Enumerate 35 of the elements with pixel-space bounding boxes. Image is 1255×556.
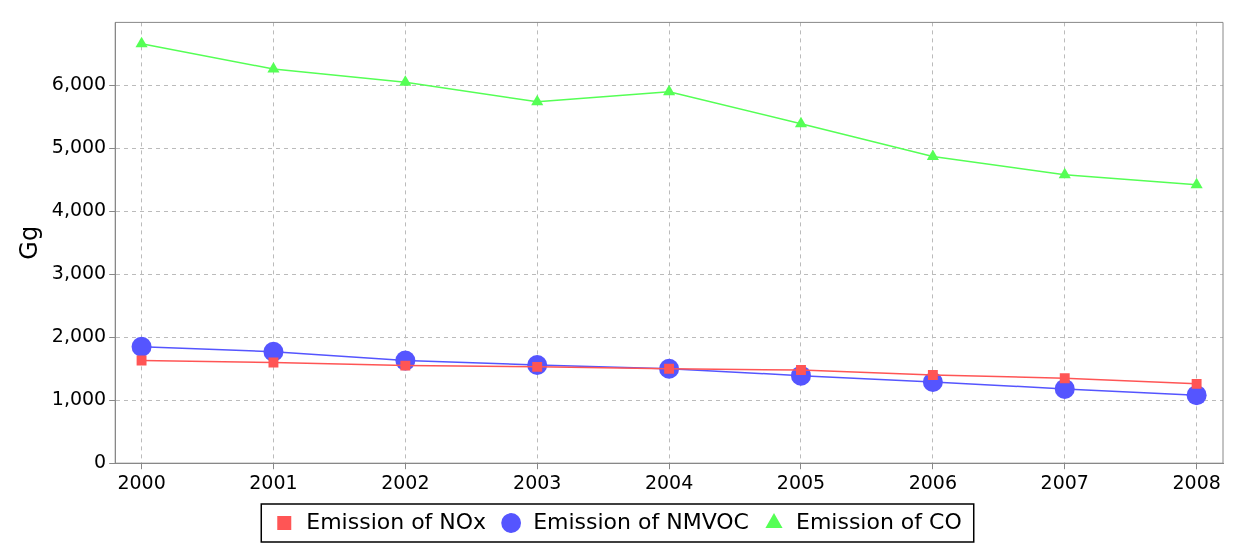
point [926,149,939,161]
x-tick-label: 2000 [117,470,166,493]
y-tick-label: 4,000 [51,198,107,221]
y-tick-label: 0 [94,450,107,473]
y-tick-label: 1,000 [51,387,107,410]
point [1191,378,1202,389]
y-tick-label: 3,000 [51,261,107,284]
point [1190,177,1203,189]
legend-label: Emission of CO [795,508,962,534]
y-tick-label: 6,000 [51,72,107,95]
point [796,365,806,375]
x-tick-label: 2003 [513,470,562,493]
point [135,36,148,48]
y-tick-label: 5,000 [51,135,107,158]
y-tick-label: 2,000 [51,324,107,347]
point [1059,373,1070,384]
x-tick-label: 2007 [1040,470,1089,493]
point [399,75,412,86]
legend-label: Emission of NOx [306,508,487,534]
x-tick-label: 2005 [776,470,826,493]
point [268,357,279,368]
legend-label: Emission of NMVOC [533,508,749,534]
x-tick-label: 2001 [249,470,298,493]
point [1058,167,1071,179]
x-tick-label: 2004 [644,470,694,493]
x-tick-label: 2008 [1172,470,1221,493]
point [794,116,808,128]
point [927,370,938,380]
point [131,336,152,357]
x-tick-label: 2006 [908,470,958,493]
point [136,355,147,366]
point [531,94,544,106]
x-tick-label: 2002 [381,470,430,493]
y-axis-title: Gg [14,225,43,260]
point [663,84,676,96]
